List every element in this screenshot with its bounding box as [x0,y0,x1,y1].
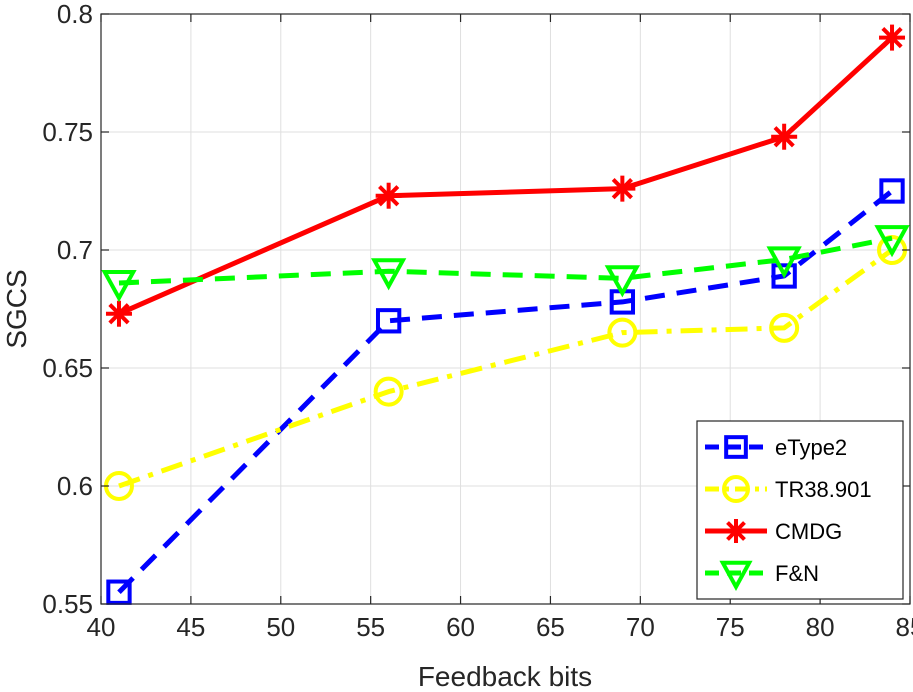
asterisk-stroke [726,521,746,541]
x-tick-label: 75 [716,612,745,642]
series-line [117,189,894,594]
square-marker [879,178,905,204]
legend-box [696,420,904,600]
x-tick-label: 85 [896,612,913,642]
square-marker [724,435,748,459]
y-tick-label: 0.6 [57,471,93,501]
asterisk-marker [375,182,402,209]
legend-label: CMDG [775,519,842,544]
x-tick-label: 55 [356,612,385,642]
circle-marker [769,312,800,343]
asterisk-marker [609,175,636,202]
y-tick-label: 0.7 [57,235,93,265]
x-tick-label: 70 [626,612,655,642]
legend-item: eType2 [705,435,847,460]
ticks: 40 45 50 55 60 65 70 75 80 85 0.55 0.6 0.65 0.7 0.75 0.… [42,0,913,642]
x-tick-label: 60 [446,612,475,642]
asterisk-marker [879,24,906,51]
asterisk-stroke [611,178,633,200]
triangle-marker [766,246,802,279]
circle-marker [373,376,404,407]
y-tick-label: 0.75 [42,117,93,147]
asterisk-marker [771,123,798,150]
triangle-marker [101,269,137,303]
series-line [118,247,894,489]
legend-item: F&N [705,560,819,591]
y-tick-label: 0.8 [57,0,93,29]
asterisk-marker [724,519,748,543]
asterisk-stroke [378,185,400,207]
legend: eType2 TR38.901 CMDG F&N [696,420,904,600]
x-tick-label: 80 [806,612,835,642]
asterisk-marker [105,300,132,327]
x-tick-label: 50 [266,612,295,642]
triangle-marker [874,225,910,258]
asterisk-stroke [108,303,130,325]
square-marker [771,263,797,289]
legend-label: eType2 [775,435,847,460]
y-tick-label: 0.55 [42,589,93,619]
legend-item: TR38.901 [705,475,872,503]
triangle-marker [370,258,407,291]
legend-label: TR38.901 [775,477,872,502]
asterisk-stroke [881,26,903,49]
x-tick-label: 40 [87,612,116,642]
x-axis-label: Feedback bits [418,661,592,692]
legend-label: F&N [775,561,819,586]
y-tick-label: 0.65 [42,353,93,383]
series-layer [101,24,910,605]
square-marker [106,579,132,605]
circle-marker [607,317,638,348]
triangle-marker [604,265,641,298]
series-line [118,235,893,286]
series-CMDG [105,24,906,327]
square-marker [375,308,402,334]
plot-frame [100,13,911,605]
x-tick-label: 45 [176,612,205,642]
series-F&N [101,225,910,303]
y-axis-label: SGCS [1,269,32,348]
x-tick-label: 65 [536,612,565,642]
asterisk-stroke [773,126,795,148]
circle-marker [722,475,750,503]
legend-item: CMDG [705,519,842,544]
triangle-marker [719,560,753,591]
